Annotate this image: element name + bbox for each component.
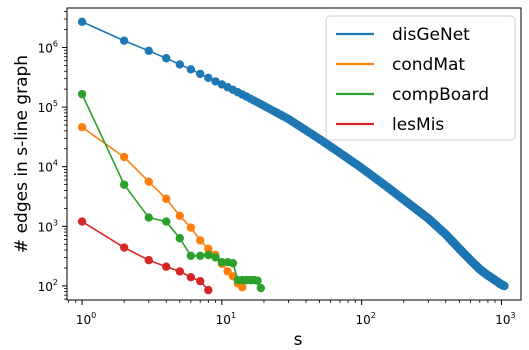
x-axis-label: s	[294, 330, 303, 350]
legend-box	[325, 15, 516, 141]
data-point-compBoard	[204, 250, 213, 260]
y-tick-label: 104	[38, 159, 58, 175]
data-point-condMat	[119, 152, 129, 162]
x-tick-label: 103	[495, 311, 515, 327]
y-tick-label: 102	[38, 278, 58, 294]
data-point-disGeNet	[119, 36, 129, 45]
data-point-disGeNet	[144, 46, 153, 56]
series-layer	[77, 17, 509, 295]
y-tick-label: 105	[38, 99, 58, 115]
data-point-disGeNet	[211, 77, 220, 86]
data-point-condMat	[196, 236, 205, 245]
data-point-compBoard	[144, 213, 153, 222]
data-point-lesMis	[204, 285, 213, 295]
data-point-compBoard	[196, 251, 205, 260]
data-point-disGeNet	[204, 73, 213, 83]
data-point-lesMis	[175, 267, 184, 276]
data-point-lesMis	[119, 243, 129, 252]
data-point-lesMis	[186, 272, 196, 282]
y-tick-label: 106	[38, 40, 58, 56]
legend-label-compBoard: compBoard	[392, 85, 489, 105]
data-point-compBoard	[256, 283, 266, 293]
data-point-lesMis	[196, 276, 205, 286]
data-point-compBoard	[253, 276, 262, 285]
data-point-condMat	[223, 267, 232, 276]
data-point-compBoard	[119, 180, 129, 189]
plot-frame	[66, 7, 522, 301]
legend: disGeNet condMat compBoard lesMis	[325, 15, 516, 141]
data-point-disGeNet	[500, 281, 509, 291]
data-point-disGeNet	[175, 60, 184, 69]
x-tick-label: 101	[216, 311, 236, 327]
axis-layer: 100 101 102 103 102 103 104 105 106	[38, 11, 516, 327]
data-point-lesMis	[162, 262, 171, 271]
legend-label-lesMis: lesMis	[392, 115, 444, 135]
data-point-condMat	[162, 194, 171, 203]
data-point-condMat	[204, 244, 213, 253]
data-point-compBoard	[211, 253, 220, 262]
data-point-compBoard	[162, 217, 171, 226]
data-point-disGeNet	[77, 17, 87, 26]
data-point-compBoard	[77, 89, 87, 99]
data-point-compBoard	[217, 257, 227, 267]
x-tick-label: 100	[76, 311, 96, 327]
y-tick-label: 103	[38, 218, 58, 234]
legend-label-disGeNet: disGeNet	[392, 25, 470, 45]
data-point-lesMis	[144, 255, 153, 265]
series-disGeNet	[77, 17, 509, 291]
data-point-condMat	[77, 123, 87, 132]
y-axis-label: # edges in s-line graph	[12, 55, 32, 253]
data-point-compBoard	[228, 259, 238, 268]
data-point-disGeNet	[196, 69, 205, 79]
legend-label-condMat: condMat	[392, 55, 465, 75]
data-point-condMat	[144, 177, 153, 186]
data-point-disGeNet	[186, 65, 196, 74]
data-point-disGeNet	[162, 54, 171, 63]
series-compBoard	[77, 89, 266, 293]
series-lesMis	[77, 217, 213, 295]
x-tick-label: 102	[355, 311, 375, 327]
data-point-condMat	[238, 283, 247, 292]
data-point-lesMis	[77, 217, 87, 226]
data-point-compBoard	[186, 251, 196, 260]
data-point-condMat	[186, 223, 196, 232]
data-point-compBoard	[175, 234, 184, 243]
data-point-condMat	[175, 211, 184, 221]
